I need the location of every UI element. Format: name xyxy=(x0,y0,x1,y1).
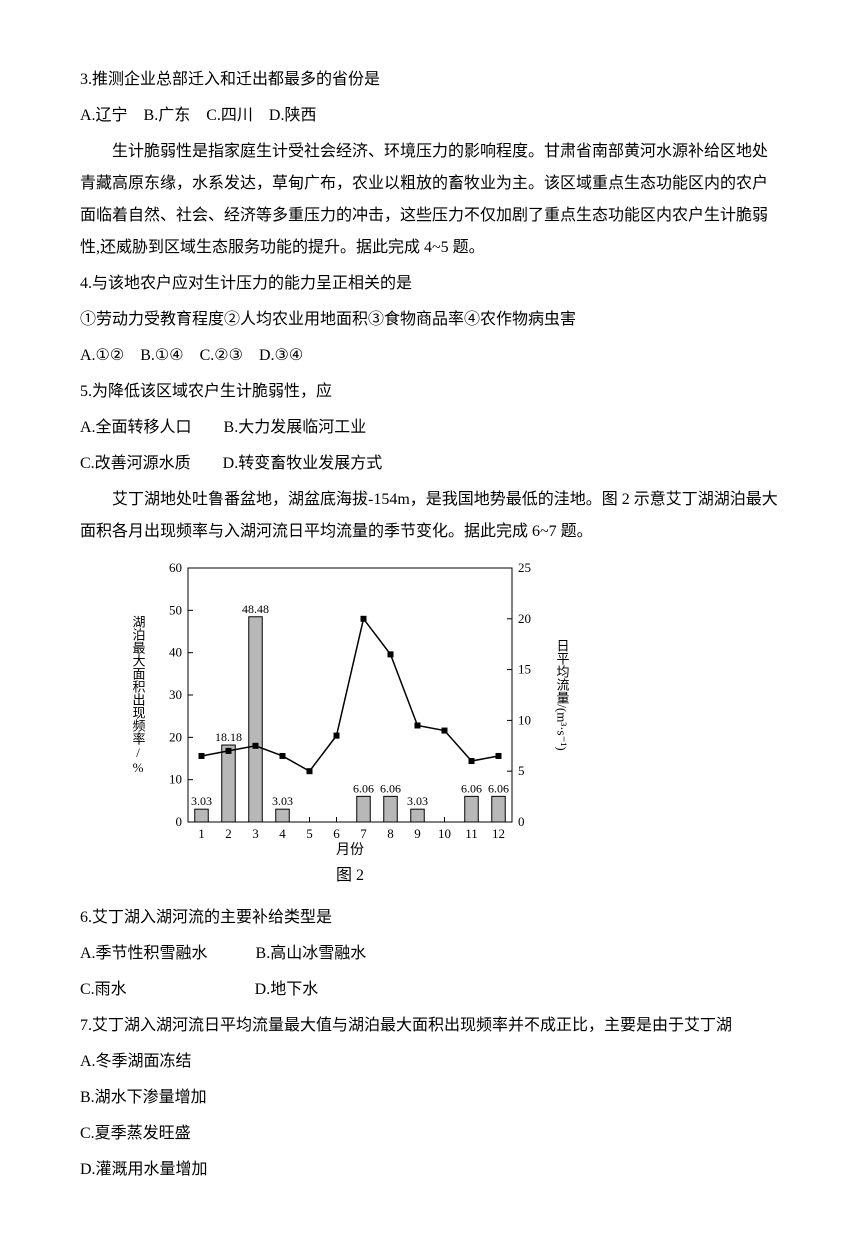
svg-text:0: 0 xyxy=(176,814,183,829)
svg-text:2: 2 xyxy=(225,826,232,841)
svg-text:湖泊最大面积出现频率/%: 湖泊最大面积出现频率/% xyxy=(131,615,146,775)
q7-optD: D.灌溉用水量增加 xyxy=(80,1154,780,1186)
svg-text:60: 60 xyxy=(169,560,182,575)
q4-options: A.①② B.①④ C.②③ D.③④ xyxy=(80,340,780,372)
svg-text:10: 10 xyxy=(169,772,182,787)
svg-text:25: 25 xyxy=(518,560,531,575)
svg-text:50: 50 xyxy=(169,602,182,617)
svg-text:11: 11 xyxy=(465,826,478,841)
svg-text:5: 5 xyxy=(306,826,313,841)
svg-text:5: 5 xyxy=(518,763,525,778)
svg-text:6.06: 6.06 xyxy=(380,781,401,795)
svg-text:0: 0 xyxy=(518,814,525,829)
svg-text:12: 12 xyxy=(492,826,505,841)
q7-optA: A.冬季湖面冻结 xyxy=(80,1046,780,1078)
q7-text: 7.艾丁湖入湖河流日平均流量最大值与湖泊最大面积出现频率并不成正比，主要是由于艾… xyxy=(80,1010,780,1042)
svg-text:4: 4 xyxy=(279,826,286,841)
q6-opt1: A.季节性积雪融水 B.高山冰雪融水 xyxy=(80,938,780,970)
q5-opt1: A.全面转移人口 B.大力发展临河工业 xyxy=(80,412,780,444)
svg-text:日平均流量/(m³·s⁻¹): 日平均流量/(m³·s⁻¹) xyxy=(555,639,570,750)
q3-options: A.辽宁 B.广东 C.四川 D.陕西 xyxy=(80,100,780,132)
q5-opt2: C.改善河源水质 D.转变畜牧业发展方式 xyxy=(80,448,780,480)
svg-text:48.48: 48.48 xyxy=(242,602,269,616)
q7-optC: C.夏季蒸发旺盛 xyxy=(80,1118,780,1150)
svg-text:3.03: 3.03 xyxy=(407,794,428,808)
chart-svg: 0 10 20 30 40 50 60 0 5 10 15 20 25 1 3.03 2 18.18 3 48.48… xyxy=(120,558,580,858)
svg-text:6: 6 xyxy=(333,826,340,841)
q6-opt2: C.雨水 D.地下水 xyxy=(80,974,780,1006)
svg-text:15: 15 xyxy=(518,662,531,677)
svg-text:7: 7 xyxy=(360,826,367,841)
q7-optB: B.湖水下渗量增加 xyxy=(80,1082,780,1114)
svg-text:18.18: 18.18 xyxy=(215,730,242,744)
svg-text:6.06: 6.06 xyxy=(353,781,374,795)
svg-text:3.03: 3.03 xyxy=(191,794,212,808)
q3-text: 3.推测企业总部迁入和迁出都最多的省份是 xyxy=(80,64,780,96)
svg-text:1: 1 xyxy=(198,826,205,841)
svg-text:20: 20 xyxy=(169,729,182,744)
passage2: 艾丁湖地处吐鲁番盆地，湖盆底海拔-154m，是我国地势最低的洼地。图 2 示意艾… xyxy=(80,484,780,548)
svg-text:20: 20 xyxy=(518,611,531,626)
svg-text:10: 10 xyxy=(438,826,451,841)
svg-text:30: 30 xyxy=(169,687,182,702)
svg-text:8: 8 xyxy=(387,826,394,841)
q6-text: 6.艾丁湖入湖河流的主要补给类型是 xyxy=(80,902,780,934)
chart-figure2: 0 10 20 30 40 50 60 0 5 10 15 20 25 1 3.03 2 18.18 3 48.48… xyxy=(120,558,580,892)
svg-text:3.03: 3.03 xyxy=(272,794,293,808)
svg-text:3: 3 xyxy=(252,826,259,841)
svg-text:6.06: 6.06 xyxy=(461,781,482,795)
svg-text:9: 9 xyxy=(414,826,421,841)
passage1: 生计脆弱性是指家庭生计受社会经济、环境压力的影响程度。甘肃省南部黄河水源补给区地… xyxy=(80,136,780,264)
svg-text:10: 10 xyxy=(518,712,531,727)
chart-caption: 图 2 xyxy=(120,860,580,892)
svg-text:40: 40 xyxy=(169,645,182,660)
svg-text:月份: 月份 xyxy=(336,842,364,858)
q5-text: 5.为降低该区域农户生计脆弱性，应 xyxy=(80,376,780,408)
q4-text: 4.与该地农户应对生计压力的能力呈正相关的是 xyxy=(80,268,780,300)
svg-text:6.06: 6.06 xyxy=(488,781,509,795)
q4-line2: ①劳动力受教育程度②人均农业用地面积③食物商品率④农作物病虫害 xyxy=(80,304,780,336)
